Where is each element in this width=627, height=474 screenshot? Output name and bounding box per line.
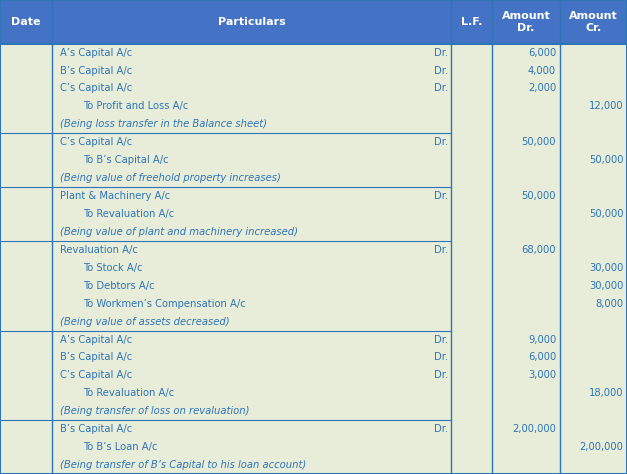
Text: Dr.: Dr. — [434, 83, 448, 93]
Text: 30,000: 30,000 — [589, 263, 623, 273]
Text: 50,000: 50,000 — [589, 155, 623, 165]
Text: To Revaluation A/c: To Revaluation A/c — [83, 209, 175, 219]
Text: L.F.: L.F. — [461, 17, 483, 27]
Text: Amount
Cr.: Amount Cr. — [569, 11, 618, 33]
Text: 50,000: 50,000 — [522, 191, 556, 201]
Text: Amount
Dr.: Amount Dr. — [502, 11, 551, 33]
Text: (Being transfer of B’s Capital to his loan account): (Being transfer of B’s Capital to his lo… — [60, 460, 306, 470]
Text: (Being value of freehold property increases): (Being value of freehold property increa… — [60, 173, 280, 183]
Bar — [0, 0, 627, 44]
Text: 9,000: 9,000 — [528, 335, 556, 345]
Text: 12,000: 12,000 — [589, 101, 623, 111]
Text: B’s Capital A/c: B’s Capital A/c — [60, 353, 132, 363]
Text: To B’s Loan A/c: To B’s Loan A/c — [83, 442, 158, 452]
Text: Dr.: Dr. — [434, 335, 448, 345]
Text: To Workmen’s Compensation A/c: To Workmen’s Compensation A/c — [83, 299, 246, 309]
Text: C’s Capital A/c: C’s Capital A/c — [60, 83, 132, 93]
Text: 2,000: 2,000 — [528, 83, 556, 93]
Text: To Stock A/c: To Stock A/c — [83, 263, 143, 273]
Text: 6,000: 6,000 — [528, 353, 556, 363]
Text: 2,00,000: 2,00,000 — [512, 424, 556, 434]
Text: B’s Capital A/c: B’s Capital A/c — [60, 424, 132, 434]
Text: C’s Capital A/c: C’s Capital A/c — [60, 137, 132, 147]
Text: Dr.: Dr. — [434, 137, 448, 147]
Text: 2,00,000: 2,00,000 — [579, 442, 623, 452]
Text: 6,000: 6,000 — [528, 47, 556, 57]
Text: Particulars: Particulars — [218, 17, 286, 27]
Text: 50,000: 50,000 — [589, 209, 623, 219]
Text: 18,000: 18,000 — [589, 388, 623, 398]
Text: (Being loss transfer in the Balance sheet): (Being loss transfer in the Balance shee… — [60, 119, 266, 129]
Text: B’s Capital A/c: B’s Capital A/c — [60, 65, 132, 75]
Text: Dr.: Dr. — [434, 47, 448, 57]
Text: Dr.: Dr. — [434, 245, 448, 255]
Text: 30,000: 30,000 — [589, 281, 623, 291]
Text: Plant & Machinery A/c: Plant & Machinery A/c — [60, 191, 170, 201]
Text: Revaluation A/c: Revaluation A/c — [60, 245, 137, 255]
Text: A’s Capital A/c: A’s Capital A/c — [60, 47, 132, 57]
Text: Dr.: Dr. — [434, 370, 448, 380]
Text: 8,000: 8,000 — [595, 299, 623, 309]
Text: Date: Date — [11, 17, 41, 27]
Text: 3,000: 3,000 — [528, 370, 556, 380]
Text: 68,000: 68,000 — [522, 245, 556, 255]
Text: To B’s Capital A/c: To B’s Capital A/c — [83, 155, 169, 165]
Text: A’s Capital A/c: A’s Capital A/c — [60, 335, 132, 345]
Text: To Revaluation A/c: To Revaluation A/c — [83, 388, 175, 398]
Text: Dr.: Dr. — [434, 65, 448, 75]
Text: To Debtors A/c: To Debtors A/c — [83, 281, 155, 291]
Text: Dr.: Dr. — [434, 353, 448, 363]
Text: To Profit and Loss A/c: To Profit and Loss A/c — [83, 101, 189, 111]
Text: Dr.: Dr. — [434, 191, 448, 201]
Text: 4,000: 4,000 — [528, 65, 556, 75]
Text: C’s Capital A/c: C’s Capital A/c — [60, 370, 132, 380]
Text: 50,000: 50,000 — [522, 137, 556, 147]
Text: (Being value of assets decreased): (Being value of assets decreased) — [60, 317, 229, 327]
Text: (Being value of plant and machinery increased): (Being value of plant and machinery incr… — [60, 227, 298, 237]
Text: (Being transfer of loss on revaluation): (Being transfer of loss on revaluation) — [60, 406, 249, 416]
Text: Dr.: Dr. — [434, 424, 448, 434]
